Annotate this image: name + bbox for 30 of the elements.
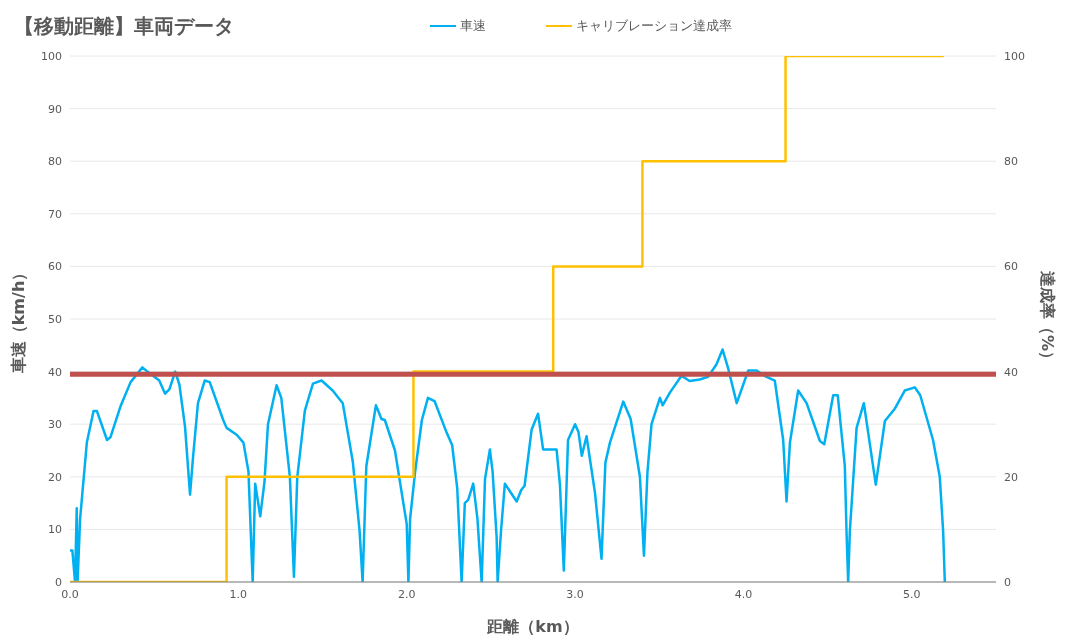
y-tick-label: 0 [55,575,62,589]
x-tick-label: 0.0 [61,587,79,601]
x-tick-label: 2.0 [397,587,416,601]
y-tick-label: 30 [48,418,62,432]
y2-tick-label: 0 [1004,575,1011,589]
y2-tick-label: 100 [1004,49,1025,63]
y-tick-label: 10 [48,523,62,537]
y2-axis-title: 達成率（%） [1038,270,1058,368]
x-tick-label: 5.0 [903,587,921,601]
y-tick-label: 90 [48,102,62,116]
y-tick-label: 80 [48,155,62,169]
y-tick-label: 70 [48,207,62,221]
y2-tick-label: 40 [1004,365,1018,379]
legend-label: 車速 [459,17,486,35]
line-series [70,348,947,582]
x-tick-label: 4.0 [734,587,753,601]
y-tick-label: 40 [48,365,62,379]
legend-label: キャリブレーション達成率 [575,17,732,35]
x-axis-title: 距離（km） [486,617,579,636]
y-tick-label: 60 [48,260,62,274]
y-axis-title: 車速（km/h） [8,264,28,375]
y-tick-label: 50 [48,312,62,326]
y2-tick-label: 80 [1004,155,1018,169]
y-tick-label: 100 [41,49,62,63]
chart-title: 【移動距離】車両データ [13,12,235,40]
y2-tick-label: 60 [1004,260,1018,274]
x-tick-label: 1.0 [229,587,248,601]
x-tick-label: 3.0 [566,587,584,601]
y2-tick-label: 20 [1004,470,1018,484]
y-tick-label: 20 [48,470,62,484]
